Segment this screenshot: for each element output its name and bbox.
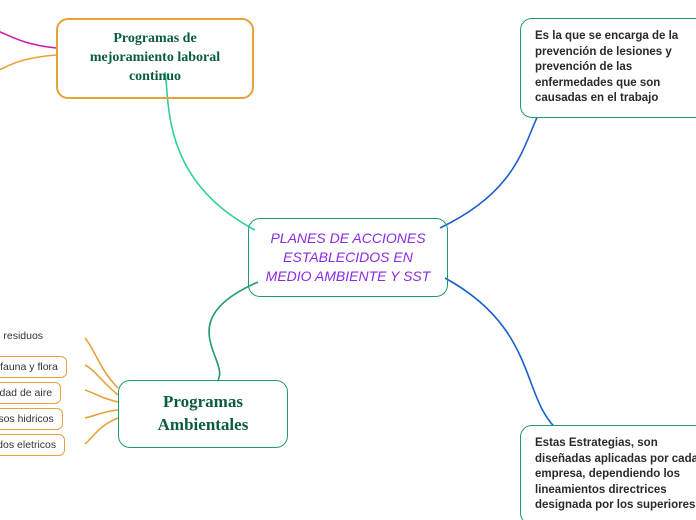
connector: [85, 390, 118, 402]
leaf-stub-residuos: o de residuos: [0, 330, 43, 342]
mindmap-canvas: PLANES DE ACCIONES ESTABLECIDOS EN MEDIO…: [0, 0, 696, 520]
connector: [85, 338, 118, 388]
center-node[interactable]: PLANES DE ACCIONES ESTABLECIDOS EN MEDIO…: [248, 218, 448, 297]
connector: [209, 282, 258, 380]
branch-top-left[interactable]: Programas de mejoramiento laboral contin…: [56, 18, 254, 99]
branch-bottom-left[interactable]: Programas Ambientales: [118, 380, 288, 448]
connector: [85, 410, 118, 418]
leaf-calidad-aire[interactable]: alidad de aire: [0, 382, 61, 404]
connector: [445, 278, 560, 432]
connector: [85, 365, 118, 395]
branch-bottom-right[interactable]: Estas Estrategias, son diseñadas aplicad…: [520, 425, 696, 520]
center-text: PLANES DE ACCIONES ESTABLECIDOS EN MEDIO…: [266, 230, 431, 284]
leaf-recursos-hidricos[interactable]: ursos hidricos: [0, 408, 63, 430]
connector: [85, 418, 118, 444]
branch-top-right[interactable]: Es la que se encarga de la prevención de…: [520, 18, 696, 118]
branch-top-left-label: Programas de mejoramiento laboral contin…: [90, 31, 220, 84]
leaf-fauna-flora[interactable]: le fauna y flora: [0, 356, 67, 378]
branch-bottom-left-label: Programas Ambientales: [158, 392, 249, 434]
leaf-ruidos-electricos[interactable]: uidos eletricos: [0, 434, 65, 456]
connector: [0, 55, 56, 72]
desc-top-right-text: Es la que se encarga de la prevención de…: [535, 30, 678, 104]
desc-bottom-right-text: Estas Estrategias, son diseñadas aplicad…: [535, 437, 696, 511]
connector: [0, 30, 56, 48]
